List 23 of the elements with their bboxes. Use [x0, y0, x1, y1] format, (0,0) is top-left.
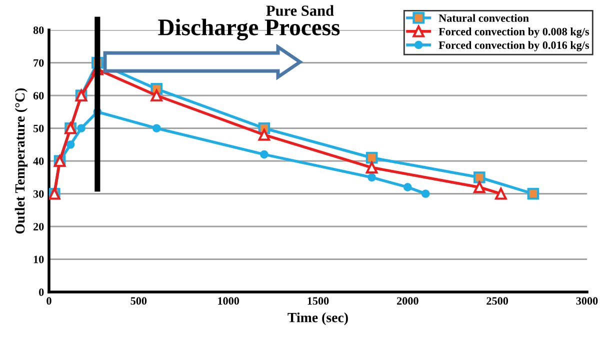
y-tick-label: 60	[33, 92, 44, 100]
x-tick-label: 500	[130, 297, 147, 305]
x-tick-label: 2000	[397, 297, 418, 305]
y-tick-label: 50	[33, 124, 44, 132]
x-tick-label: 2500	[486, 297, 508, 305]
y-tick-label: 70	[34, 59, 44, 67]
y-tick-label: 0	[39, 288, 44, 296]
chart-title: Pure Sand	[266, 5, 334, 16]
x-tick-label: 0	[46, 297, 52, 305]
y-tick-label: 30	[33, 190, 44, 198]
annotation: Discharge Process	[158, 18, 340, 40]
y-tick-label: 80	[33, 26, 44, 34]
y-axis-title: Outlet Temperature (°C)	[14, 88, 28, 234]
x-tick-label: 1500	[308, 297, 329, 305]
legend-label: Natural convection	[438, 14, 529, 22]
legend-label: Forced convection by 0.016 kg/s	[438, 41, 590, 52]
legend-label: Forced convection by 0.008 kg/s	[438, 28, 590, 38]
x-tick-label: 1000	[218, 297, 240, 305]
y-tick-label: 40	[33, 157, 44, 165]
y-tick-label: 20	[33, 222, 44, 230]
y-tick-label: 10	[34, 256, 44, 264]
x-axis-title: Time (sec)	[288, 312, 348, 326]
x-tick-label: 3000	[576, 297, 598, 305]
